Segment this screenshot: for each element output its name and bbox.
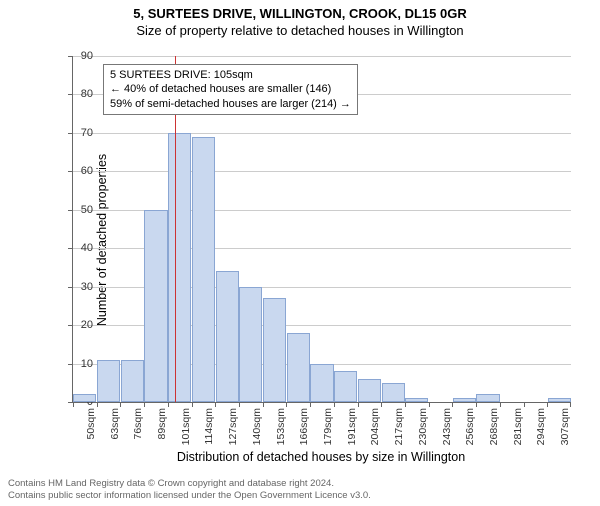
attribution-line2: Contains public sector information licen…: [8, 490, 371, 501]
xtick-label: 140sqm: [251, 408, 263, 452]
xtick-mark: [524, 402, 525, 407]
xtick-label: 281sqm: [512, 408, 524, 452]
xtick-mark: [500, 402, 501, 407]
histogram-bar: [239, 287, 262, 402]
xtick-mark: [286, 402, 287, 407]
histogram-bar: [405, 398, 428, 402]
xtick-mark: [358, 402, 359, 407]
histogram-bar: [144, 210, 167, 402]
page-subtitle: Size of property relative to detached ho…: [0, 23, 600, 38]
xtick-label: 153sqm: [275, 408, 287, 452]
gridline: [73, 171, 571, 172]
ytick-label: 20: [63, 319, 93, 331]
gridline: [73, 133, 571, 134]
histogram-bar: [287, 333, 310, 402]
xtick-mark: [215, 402, 216, 407]
xtick-label: 204sqm: [369, 408, 381, 452]
xtick-mark: [310, 402, 311, 407]
histogram-bar: [358, 379, 381, 402]
ytick-label: 70: [63, 127, 93, 139]
xtick-label: 63sqm: [109, 408, 121, 452]
xtick-label: 101sqm: [180, 408, 192, 452]
ytick-label: 50: [63, 204, 93, 216]
xtick-mark: [452, 402, 453, 407]
attribution-text: Contains HM Land Registry data © Crown c…: [8, 478, 592, 502]
histogram-bar: [121, 360, 144, 402]
xtick-label: 76sqm: [132, 408, 144, 452]
xtick-label: 127sqm: [227, 408, 239, 452]
xtick-mark: [73, 402, 74, 407]
histogram-bar: [192, 137, 215, 402]
xtick-mark: [405, 402, 406, 407]
xtick-mark: [476, 402, 477, 407]
xtick-mark: [120, 402, 121, 407]
attribution-line1: Contains HM Land Registry data © Crown c…: [8, 478, 334, 489]
xtick-mark: [263, 402, 264, 407]
histogram-bar: [476, 394, 499, 402]
ytick-label: 40: [63, 242, 93, 254]
histogram-bar: [548, 398, 571, 402]
xtick-mark: [144, 402, 145, 407]
xtick-label: 256sqm: [464, 408, 476, 452]
xtick-label: 230sqm: [417, 408, 429, 452]
histogram-bar: [73, 394, 96, 402]
ytick-label: 10: [63, 358, 93, 370]
xtick-label: 217sqm: [393, 408, 405, 452]
ytick-label: 30: [63, 281, 93, 293]
histogram-chart: Number of detached properties 0102030405…: [46, 50, 576, 430]
xtick-label: 50sqm: [85, 408, 97, 452]
xtick-label: 179sqm: [322, 408, 334, 452]
xtick-label: 243sqm: [441, 408, 453, 452]
xtick-label: 191sqm: [346, 408, 358, 452]
xtick-label: 268sqm: [488, 408, 500, 452]
plot-area: 010203040506070809050sqm63sqm76sqm89sqm1…: [72, 56, 571, 403]
x-axis-label: Distribution of detached houses by size …: [72, 450, 570, 456]
xtick-label: 89sqm: [156, 408, 168, 452]
xtick-mark: [547, 402, 548, 407]
annotation-box: 5 SURTEES DRIVE: 105sqm← 40% of detached…: [103, 64, 358, 115]
histogram-bar: [263, 298, 286, 402]
xtick-mark: [429, 402, 430, 407]
xtick-mark: [334, 402, 335, 407]
histogram-bar: [382, 383, 405, 402]
histogram-bar: [216, 271, 239, 402]
histogram-bar: [168, 133, 191, 402]
page-title: 5, SURTEES DRIVE, WILLINGTON, CROOK, DL1…: [0, 6, 600, 21]
annotation-line: ← 40% of detached houses are smaller (14…: [110, 82, 351, 96]
xtick-label: 166sqm: [298, 408, 310, 452]
ytick-label: 60: [63, 165, 93, 177]
histogram-bar: [310, 364, 333, 402]
xtick-label: 294sqm: [535, 408, 547, 452]
xtick-mark: [97, 402, 98, 407]
xtick-mark: [192, 402, 193, 407]
annotation-line: 5 SURTEES DRIVE: 105sqm: [110, 68, 351, 82]
histogram-bar: [453, 398, 476, 402]
xtick-mark: [381, 402, 382, 407]
annotation-line: 59% of semi-detached houses are larger (…: [110, 97, 351, 111]
xtick-mark: [168, 402, 169, 407]
gridline: [73, 56, 571, 57]
histogram-bar: [97, 360, 120, 402]
ytick-label: 90: [63, 50, 93, 62]
xtick-mark: [570, 402, 571, 407]
histogram-bar: [334, 371, 357, 402]
ytick-label: 80: [63, 88, 93, 100]
xtick-mark: [239, 402, 240, 407]
xtick-label: 114sqm: [203, 408, 215, 452]
xtick-label: 307sqm: [559, 408, 571, 452]
